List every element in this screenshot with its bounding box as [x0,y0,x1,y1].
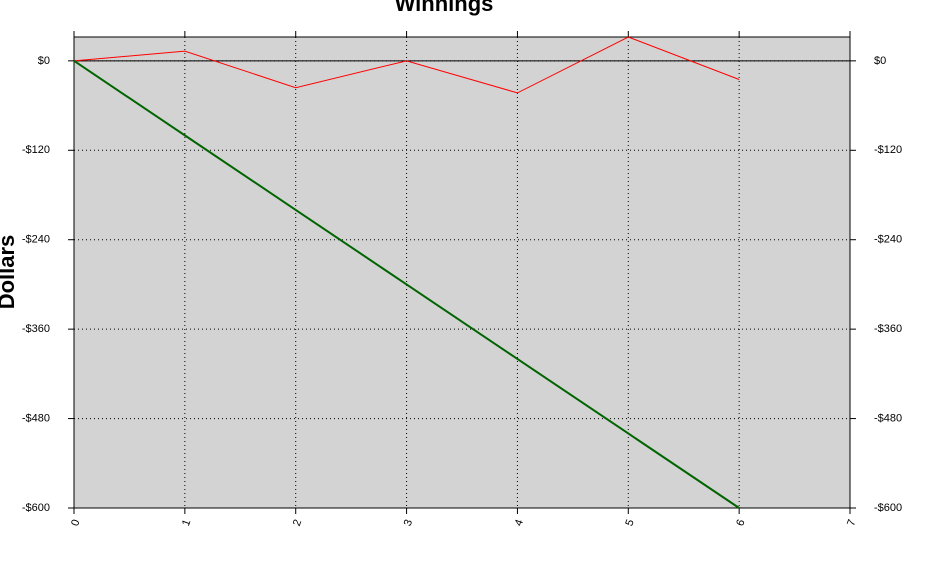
y-tick-label: -$240 [22,234,50,246]
y2-tick-label: -$600 [874,502,902,514]
x-tick-label: 7 [845,518,858,528]
x-tick-label: 1 [180,518,193,528]
x-tick-label: 0 [69,518,82,528]
y2-tick-label: -$480 [874,412,902,424]
y-tick-label: $0 [38,55,50,67]
y-tick-label: -$480 [22,412,50,424]
line-series [73,60,740,509]
y2-tick-label: -$120 [874,144,902,156]
y2-tick-label: -$240 [874,234,902,246]
plot-border [73,36,851,509]
line-series [73,36,740,94]
y-tick-label: -$360 [22,323,50,335]
y-tick-label: -$600 [22,502,50,514]
x-tick-label: 3 [402,518,415,528]
y-tick-label: -$120 [22,144,50,156]
y2-tick-label: $0 [874,55,886,67]
x-tick-label: 2 [291,518,304,528]
x-tick-label: 6 [734,518,747,528]
y-axis-label: Dollars [0,235,19,310]
x-tick-label: 4 [513,518,526,528]
y2-tick-label: -$360 [874,323,902,335]
x-tick-label: 5 [623,518,636,528]
chart-title: Winnings [395,0,494,16]
plot-area [74,37,850,508]
plot-layer: $0 $0 -$120 -$120 -$240 -$240 -$360 -$360 -$480 -… [22,31,902,528]
